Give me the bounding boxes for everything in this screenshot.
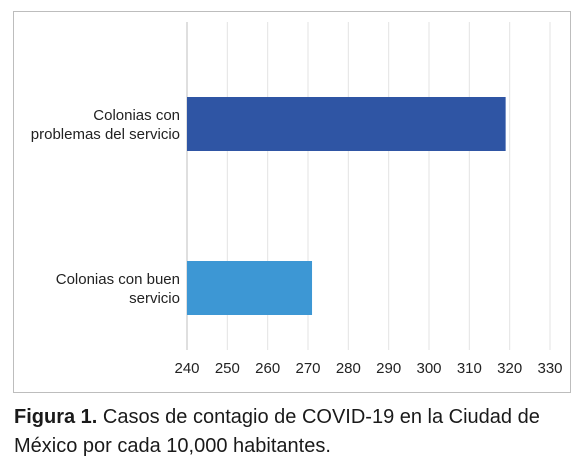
category-labels: Colonias con problemas del servicio Coloni… [31, 107, 180, 307]
caption-label: Figura 1. [14, 406, 98, 428]
category-label-1: Colonias con problemas del servicio [31, 107, 180, 143]
x-tick-label-280: 280 [336, 360, 361, 377]
category-label-2: Colonias con buen servicio [56, 271, 180, 307]
bar-2 [187, 261, 313, 315]
x-tick-label-270: 270 [295, 360, 320, 377]
x-tick-label-290: 290 [376, 360, 401, 377]
x-tick-label-310: 310 [457, 360, 482, 377]
x-tick-label-320: 320 [497, 360, 522, 377]
bar-chart: 240 250 260 270 280 290 300 310 320 330 Colonias … [31, 22, 563, 377]
bar-1 [187, 97, 506, 151]
caption-text: Casos de contagio de COVID-19 en la Ciud… [14, 406, 540, 457]
figure-caption: Figura 1. Casos de contagio de COVID-19 … [14, 403, 574, 461]
x-tick-label-300: 300 [416, 360, 441, 377]
x-tick-label-240: 240 [174, 360, 199, 377]
bars [187, 97, 506, 315]
x-tick-labels: 240 250 260 270 280 290 300 310 320 330 [174, 360, 562, 377]
x-tick-label-250: 250 [215, 360, 240, 377]
x-tick-label-330: 330 [537, 360, 562, 377]
chart-frame [13, 11, 571, 393]
x-tick-label-260: 260 [255, 360, 280, 377]
